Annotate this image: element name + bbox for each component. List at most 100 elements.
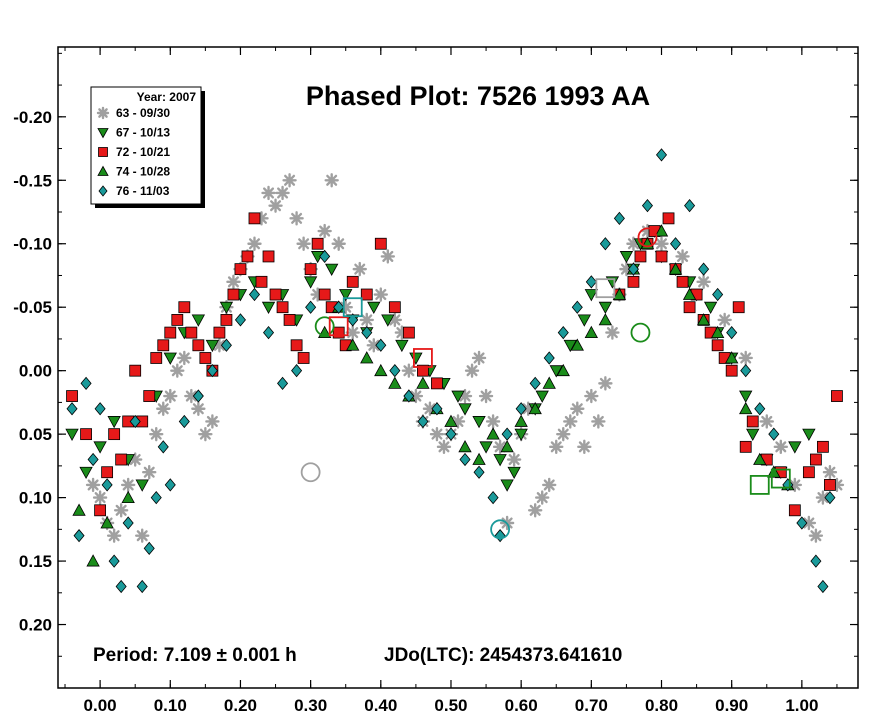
- legend-marker: [98, 185, 108, 197]
- data-point: [92, 490, 108, 505]
- highlight-circle: [637, 227, 658, 248]
- data-point: [584, 325, 599, 338]
- data-point: [710, 325, 725, 338]
- data-point: [754, 402, 766, 416]
- data-point: [93, 441, 107, 454]
- data-point: [712, 287, 724, 302]
- series-76: [66, 148, 836, 594]
- data-point: [796, 516, 808, 530]
- data-point: [150, 352, 163, 364]
- y-tick-label: 0.00: [19, 362, 52, 381]
- data-point: [345, 325, 360, 340]
- data-point: [171, 314, 184, 326]
- data-point: [401, 363, 417, 378]
- data-point: [416, 376, 430, 389]
- data-point: [248, 287, 261, 302]
- data-point: [136, 579, 148, 594]
- data-point: [135, 528, 150, 543]
- chart-title: Phased Plot: 7526 1993 AA: [306, 81, 650, 111]
- data-point: [275, 185, 290, 201]
- data-point: [107, 416, 121, 429]
- data-point: [375, 338, 387, 352]
- data-point: [100, 516, 114, 529]
- axes: 0.00 0.10 0.20 0.30 0.40 0.50 0.60 0.70 0.80 0.90…: [13, 47, 858, 715]
- data-point: [324, 173, 339, 188]
- data-point: [417, 364, 429, 377]
- data-point: [458, 439, 472, 453]
- data-point: [556, 426, 571, 442]
- data-point: [817, 579, 829, 594]
- data-point: [403, 389, 415, 403]
- highlight-square: [413, 348, 433, 368]
- legend-marker: [97, 165, 109, 176]
- data-point: [206, 364, 218, 378]
- data-point: [746, 415, 759, 428]
- data-point: [373, 287, 389, 302]
- data-point: [787, 477, 803, 493]
- data-point: [388, 376, 402, 389]
- x-tick-label: 0.70: [575, 696, 608, 715]
- data-point: [205, 414, 220, 429]
- data-point: [739, 401, 753, 415]
- data-point: [135, 479, 149, 492]
- data-point: [191, 401, 206, 416]
- legend: Year: 2007 63 - 09/30 67 - 10/13 72 - 10/2…: [90, 86, 205, 208]
- data-point: [493, 454, 507, 467]
- data-point: [164, 478, 176, 492]
- data-point: [66, 402, 78, 416]
- data-point: [584, 388, 599, 404]
- data-point: [738, 350, 753, 366]
- data-point: [422, 401, 438, 416]
- data-point: [753, 452, 767, 465]
- data-point: [389, 364, 401, 378]
- data-point: [205, 339, 220, 353]
- x-tick-label: 0.90: [715, 696, 748, 715]
- legend-marker: [97, 128, 109, 139]
- period-annotation: Period: 7.109 ± 0.001 h: [93, 645, 297, 666]
- data-point: [269, 288, 282, 301]
- data-point: [676, 275, 689, 288]
- data-point: [408, 388, 424, 404]
- data-point: [478, 388, 494, 404]
- data-point: [473, 465, 485, 479]
- legend-marker: [98, 147, 108, 157]
- data-point: [282, 173, 297, 188]
- data-point: [388, 301, 401, 314]
- data-point: [227, 288, 240, 301]
- data-point: [655, 250, 668, 263]
- data-point: [332, 326, 345, 339]
- data-point: [485, 414, 501, 429]
- data-point: [157, 440, 169, 454]
- data-point: [824, 490, 836, 505]
- data-point: [142, 465, 157, 480]
- data-point: [268, 198, 283, 213]
- data-point: [500, 439, 514, 453]
- data-point: [675, 249, 690, 264]
- data-point: [220, 314, 233, 326]
- legend-marker: [96, 106, 110, 120]
- data-point: [641, 199, 653, 213]
- data-point: [143, 390, 156, 402]
- data-point: [570, 401, 585, 416]
- data-point: [79, 466, 93, 480]
- data-point: [612, 287, 627, 300]
- data-point: [571, 300, 583, 314]
- data-point: [106, 528, 122, 543]
- data-point: [319, 249, 331, 264]
- data-point: [178, 301, 191, 314]
- data-point: [261, 185, 276, 201]
- data-point: [670, 237, 682, 251]
- data-point: [262, 250, 275, 263]
- legend-label: 63 - 09/30: [116, 106, 170, 120]
- data-point: [429, 426, 445, 442]
- data-point: [711, 339, 724, 352]
- data-point: [94, 402, 106, 416]
- data-point: [226, 274, 241, 290]
- data-point: [381, 314, 395, 327]
- data-point: [120, 477, 136, 493]
- data-point: [80, 376, 92, 390]
- data-point: [248, 212, 261, 225]
- data-point: [297, 352, 310, 364]
- data-point: [768, 427, 780, 441]
- data-point: [655, 148, 668, 162]
